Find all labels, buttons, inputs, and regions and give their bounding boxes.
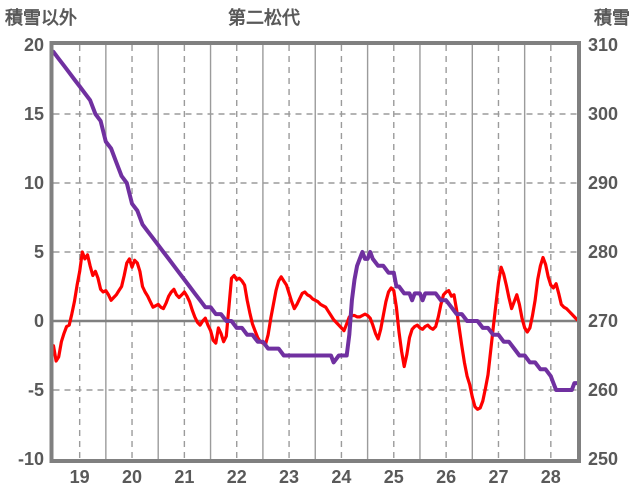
left-axis-tick-15: 15 — [23, 104, 44, 124]
right-axis-tick-310: 310 — [588, 35, 619, 55]
right-axis-title: 積雪 — [594, 8, 630, 28]
x-axis-tick-19: 19 — [69, 467, 90, 487]
right-axis-tick-250: 250 — [588, 449, 619, 469]
x-axis-tick-22: 22 — [226, 467, 247, 487]
left-axis-title: 積雪以外 — [5, 8, 77, 28]
x-axis-tick-23: 23 — [279, 467, 300, 487]
left-axis-tick-0: 0 — [33, 311, 44, 331]
right-axis-tick-280: 280 — [588, 242, 619, 262]
right-axis-tick-290: 290 — [588, 173, 619, 193]
x-axis-tick-27: 27 — [488, 467, 509, 487]
left-axis-tick-10: 10 — [23, 173, 44, 193]
x-axis-tick-21: 21 — [174, 467, 195, 487]
x-axis-tick-26: 26 — [436, 467, 457, 487]
left-axis-tick--10: -10 — [17, 449, 44, 469]
right-axis-tick-300: 300 — [588, 104, 619, 124]
x-axis-tick-25: 25 — [383, 467, 404, 487]
x-axis-tick-28: 28 — [540, 467, 561, 487]
series-snow-depth-purple — [51, 49, 579, 392]
series-non-snow-red — [51, 250, 579, 411]
chart-title: 第二松代 — [228, 8, 300, 28]
x-axis-tick-24: 24 — [331, 467, 352, 487]
right-axis-tick-270: 270 — [588, 311, 619, 331]
right-axis-tick-260: 260 — [588, 380, 619, 400]
left-axis-tick-20: 20 — [23, 35, 44, 55]
left-axis-tick--5: -5 — [27, 380, 44, 400]
left-axis-tick-5: 5 — [33, 242, 44, 262]
x-axis-tick-20: 20 — [122, 467, 143, 487]
